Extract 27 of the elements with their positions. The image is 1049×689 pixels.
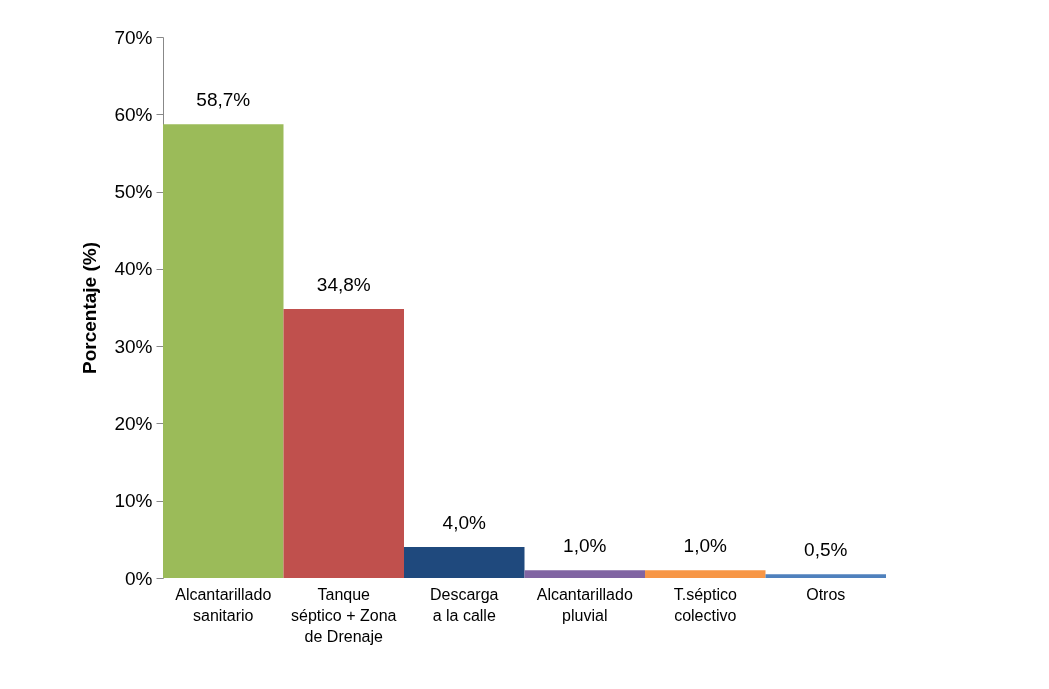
data-label: 1,0% [563,535,607,557]
y-tick-label: 40% [114,258,153,280]
x-tick-label: Descarga a la calle [430,585,499,624]
y-tick-label: 70% [114,26,153,48]
bar [163,124,284,578]
x-tick-label: T.séptico colectivo [673,585,737,624]
y-tick-label: 60% [114,103,153,125]
bar [524,570,645,578]
y-axis-title: Porcentaje (%) [79,242,101,374]
bar [645,570,766,578]
y-tick-label: 10% [114,490,153,512]
y-tick-label: 50% [114,181,153,203]
data-label: 0,5% [804,539,848,561]
data-label: 4,0% [442,512,487,534]
x-tick-label: Tanque séptico + Zona de Drenaje [291,585,397,645]
data-label: 58,7% [196,89,251,111]
x-tick-label: Alcantarillado pluvial [536,585,633,624]
y-tick-label: 30% [114,335,153,357]
y-tick-label: 20% [114,412,153,434]
bar [283,309,404,578]
bar [765,574,886,578]
y-tick-label: 0% [125,567,153,589]
x-tick-label: Alcantarillado sanitario [175,585,272,624]
bar [404,547,525,578]
data-label: 1,0% [683,535,728,557]
data-label: 34,8% [316,274,371,296]
x-tick-label: Otros [806,585,846,603]
